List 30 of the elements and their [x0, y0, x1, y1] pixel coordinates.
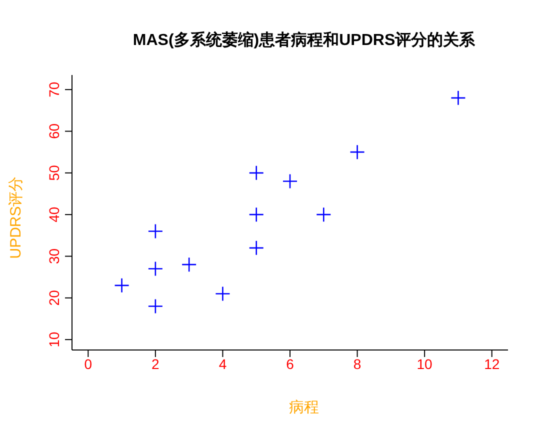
point [350, 144, 365, 160]
chart-title: MAS(多系统萎缩)患者病程和UPDRS评分的关系 [132, 30, 476, 51]
point [248, 240, 264, 256]
point [181, 256, 197, 272]
point [148, 261, 164, 276]
x-tick-label: 6 [286, 356, 294, 372]
x-tick-label: 0 [84, 356, 92, 372]
point [450, 90, 466, 106]
x-axis-title: 病程 [288, 398, 320, 417]
point [248, 165, 264, 181]
x-tick-label: 8 [353, 356, 362, 372]
y-tick-label: 60 [46, 123, 62, 140]
y-tick-label: 50 [46, 164, 62, 181]
y-tick-label: 40 [46, 206, 62, 222]
x-tick-label: 2 [152, 356, 160, 372]
x-tick-label: 12 [484, 356, 500, 372]
point [248, 206, 264, 222]
y-tick-label: 20 [46, 290, 62, 306]
point [148, 224, 164, 239]
x-tick-label: 4 [218, 356, 227, 372]
point [215, 286, 230, 302]
x-tick-label: 10 [416, 356, 433, 372]
y-tick-label: 70 [46, 82, 62, 98]
point [282, 174, 298, 189]
point [316, 206, 332, 222]
point [148, 298, 164, 314]
y-tick-label: 30 [46, 248, 62, 264]
y-tick-label: 10 [46, 332, 62, 348]
point [114, 278, 130, 294]
y-axis-title: UPDRS评分 [6, 175, 26, 261]
